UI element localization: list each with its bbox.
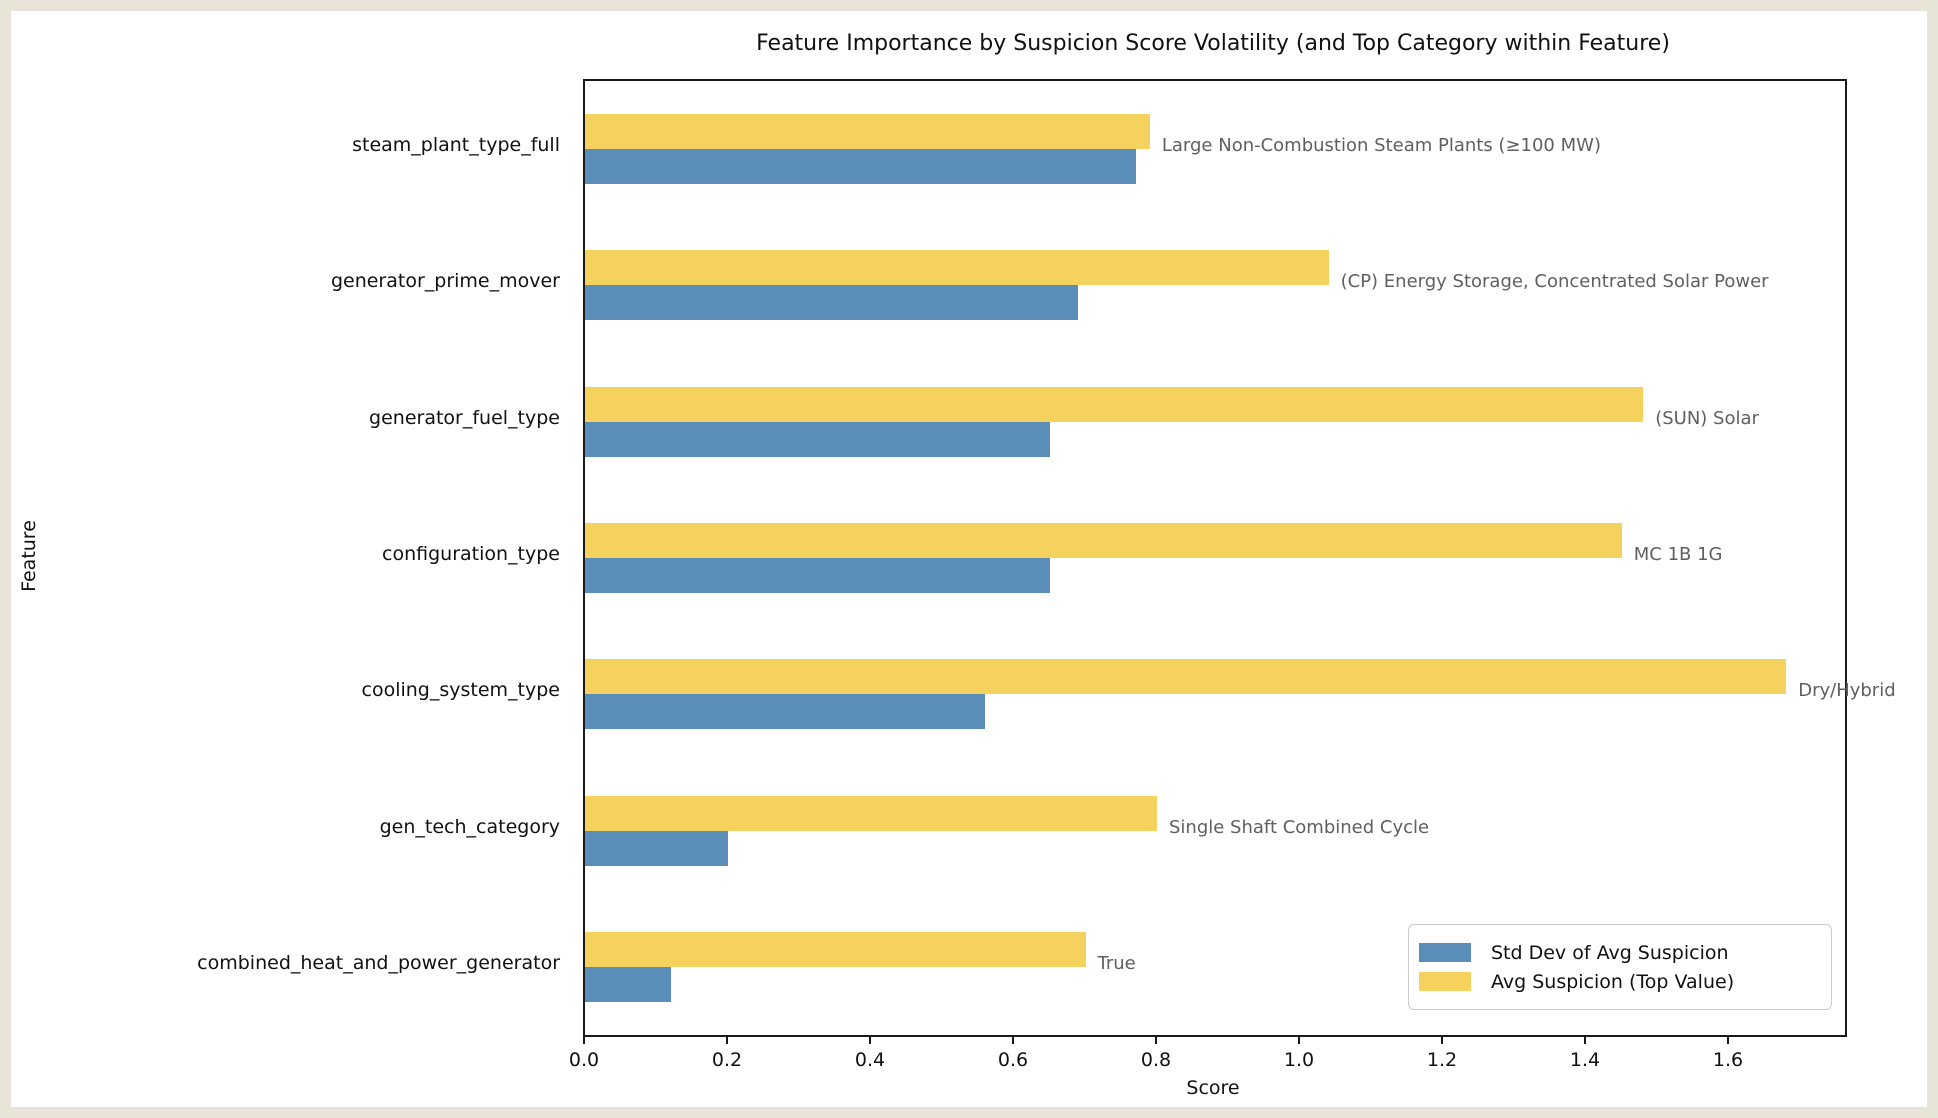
y-tick-label-generator_fuel_type: generator_fuel_type <box>369 406 560 429</box>
bar-std-generator_fuel_type <box>585 421 1050 457</box>
legend-label-std: Std Dev of Avg Suspicion <box>1491 941 1729 964</box>
legend-item-std: Std Dev of Avg Suspicion <box>1419 942 1831 964</box>
bar-annotation: (SUN) Solar <box>1655 407 1759 429</box>
bar-avg-combined_heat_and_power_generator <box>585 931 1086 967</box>
legend-label-avg: Avg Suspicion (Top Value) <box>1491 970 1735 993</box>
x-tick-label: 1.4 <box>1569 1049 1601 1071</box>
x-tick-label: 1.6 <box>1712 1049 1744 1071</box>
bar-annotation: (CP) Energy Storage, Concentrated Solar … <box>1340 271 1769 293</box>
x-tick-mark <box>1727 1035 1730 1044</box>
figure-background: Feature Importance by Suspicion Score Vo… <box>11 11 1927 1107</box>
x-tick-label: 1.2 <box>1426 1049 1458 1071</box>
x-tick-mark <box>1155 1035 1157 1044</box>
bar-std-combined_heat_and_power_generator <box>585 966 671 1002</box>
x-axis-label: Score <box>1186 1077 1240 1099</box>
x-tick-mark <box>869 1035 871 1044</box>
bar-annotation: Single Shaft Combined Cycle <box>1169 816 1430 838</box>
bar-annotation: Large Non-Combustion Steam Plants (≥100 … <box>1161 135 1601 157</box>
bar-annotation: True <box>1097 952 1136 974</box>
y-tick-label-combined_heat_and_power_generator: combined_heat_and_power_generator <box>197 951 560 974</box>
bar-std-cooling_system_type <box>585 694 986 730</box>
x-tick-label: 0.6 <box>997 1049 1029 1071</box>
y-tick-label-gen_tech_category: gen_tech_category <box>379 815 560 838</box>
bar-annotation: Dry/Hybrid <box>1798 680 1896 702</box>
x-tick-mark <box>583 1035 585 1044</box>
bar-avg-cooling_system_type <box>585 659 1787 695</box>
x-tick-mark <box>1012 1035 1014 1044</box>
legend: Std Dev of Avg Suspicion Avg Suspicion (… <box>1408 924 1832 1010</box>
bar-avg-generator_prime_mover <box>585 250 1329 286</box>
x-tick-label: 0.4 <box>854 1049 886 1071</box>
bar-std-steam_plant_type_full <box>585 149 1136 185</box>
legend-swatch-avg-icon <box>1419 972 1471 991</box>
bar-std-generator_prime_mover <box>585 285 1079 321</box>
x-tick-label: 0.8 <box>1140 1049 1172 1071</box>
x-tick-mark <box>1298 1035 1300 1044</box>
bar-avg-configuration_type <box>585 523 1622 558</box>
y-tick-label-generator_prime_mover: generator_prime_mover <box>330 270 560 293</box>
bar-avg-generator_fuel_type <box>585 386 1644 422</box>
x-tick-label: 0.2 <box>711 1049 743 1071</box>
x-tick-mark <box>726 1035 728 1044</box>
x-tick-label: 1.0 <box>1283 1049 1315 1071</box>
y-tick-label-configuration_type: configuration_type <box>382 543 560 565</box>
x-tick-label: 0.0 <box>568 1049 600 1071</box>
legend-swatch-std-icon <box>1419 943 1471 962</box>
bar-std-configuration_type <box>585 558 1050 593</box>
x-tick-mark <box>1584 1035 1587 1044</box>
x-tick-mark <box>1441 1035 1444 1044</box>
y-tick-label-steam_plant_type_full: steam_plant_type_full <box>352 134 560 157</box>
bar-avg-steam_plant_type_full <box>585 114 1150 150</box>
y-tick-label-cooling_system_type: cooling_system_type <box>361 679 561 702</box>
chart-title: Feature Importance by Suspicion Score Vo… <box>756 31 1670 56</box>
bar-annotation: MC 1B 1G <box>1633 544 1723 565</box>
bar-std-gen_tech_category <box>585 830 728 866</box>
legend-item-avg: Avg Suspicion (Top Value) <box>1419 971 1831 993</box>
plot-area <box>583 79 1847 1037</box>
bar-avg-gen_tech_category <box>585 795 1157 831</box>
